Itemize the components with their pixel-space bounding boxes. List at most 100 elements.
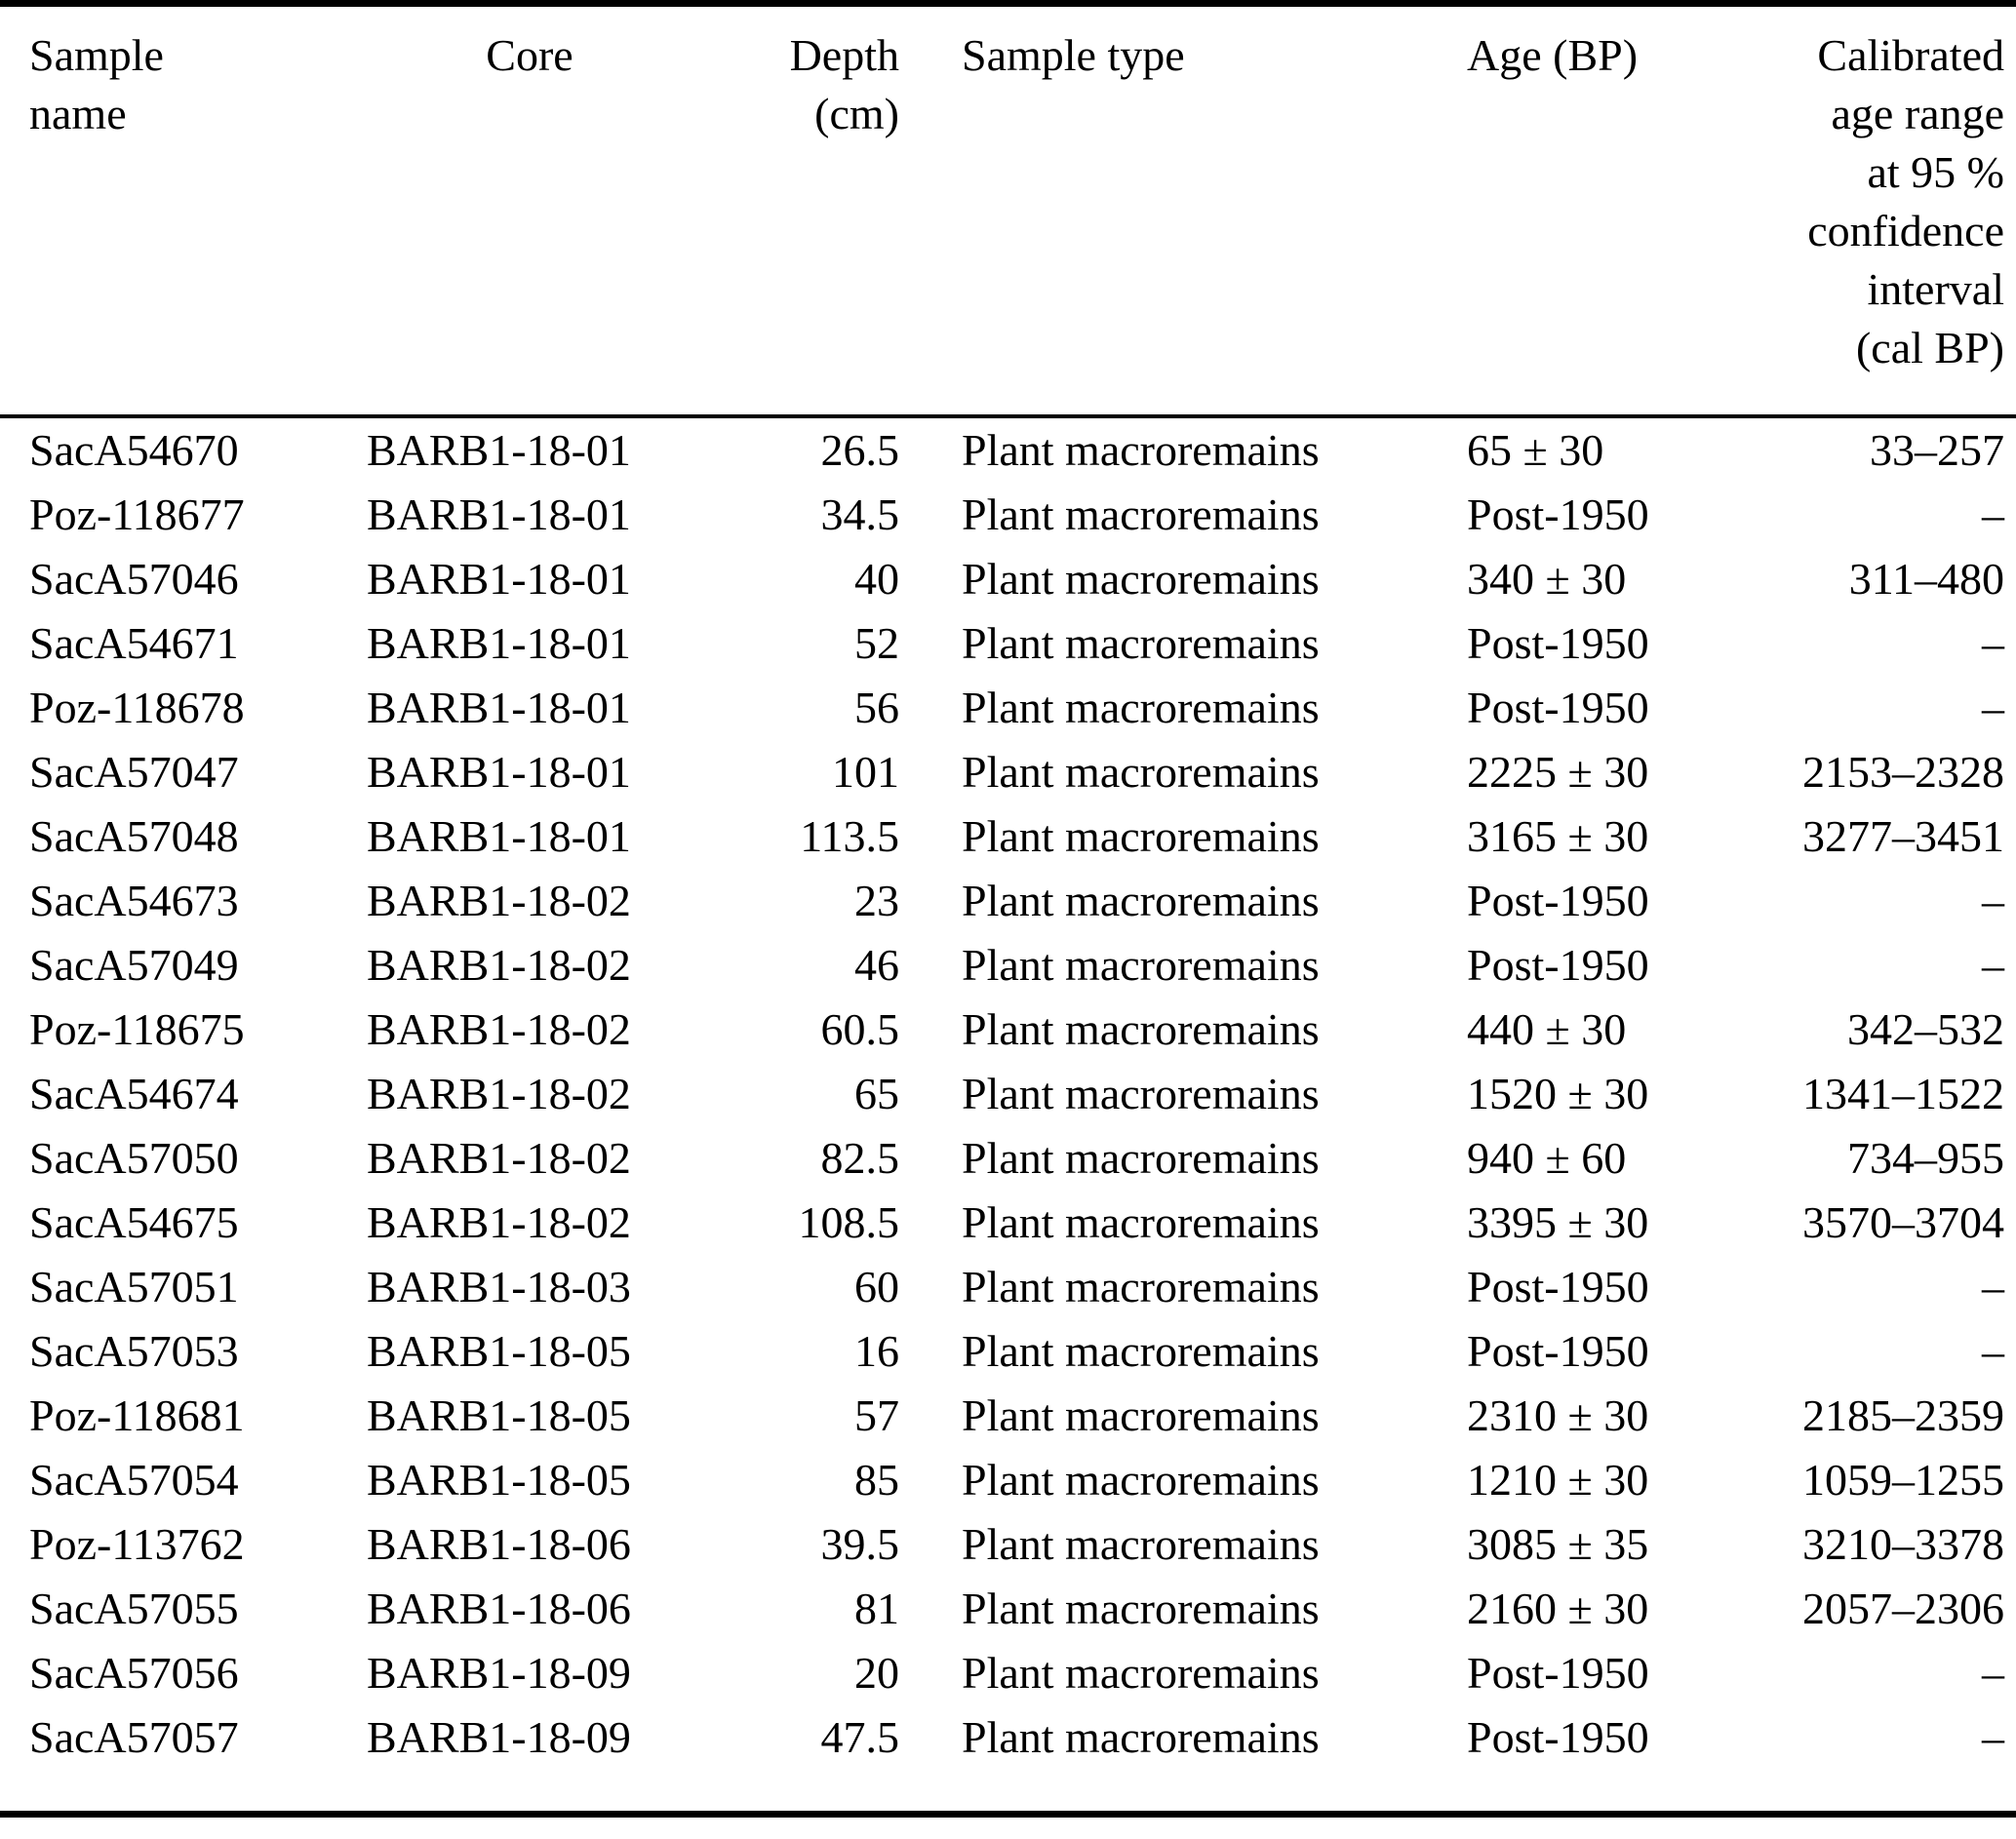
- cell-sample-type: Plant macroremains: [962, 1390, 1320, 1440]
- cell-depth: 82.5: [820, 1133, 900, 1183]
- table-row: SacA57051 BARB1-18-03 60 Plant macrorema…: [0, 1255, 2016, 1319]
- table-row: SacA54670 BARB1-18-01 26.5 Plant macrore…: [0, 416, 2016, 483]
- cell-depth: 23: [854, 876, 899, 925]
- cell-depth: 60: [854, 1262, 899, 1311]
- cell-sample-name: SacA54671: [29, 618, 239, 668]
- cell-sample-type: Plant macroremains: [962, 1519, 1320, 1569]
- cell-age-bp: Post-1950: [1467, 1648, 1649, 1698]
- table-row: Poz-118681 BARB1-18-05 57 Plant macrorem…: [0, 1384, 2016, 1448]
- cell-age-bp: 1210 ± 30: [1467, 1455, 1649, 1505]
- cell-age-bp: Post-1950: [1467, 940, 1649, 990]
- cell-core: BARB1-18-09: [367, 1648, 631, 1698]
- cell-sample-type: Plant macroremains: [962, 1262, 1320, 1311]
- cell-sample-type: Plant macroremains: [962, 1004, 1320, 1054]
- table-row: SacA54674 BARB1-18-02 65 Plant macrorema…: [0, 1062, 2016, 1126]
- cell-age-bp: 2225 ± 30: [1467, 747, 1649, 797]
- cell-depth: 40: [854, 554, 899, 604]
- cell-sample-name: SacA57046: [29, 554, 239, 604]
- cell-calibrated-age-range: 1059–1255: [1802, 1455, 2004, 1505]
- table-row: Poz-118678 BARB1-18-01 56 Plant macrorem…: [0, 676, 2016, 740]
- cell-sample-type: Plant macroremains: [962, 1584, 1320, 1633]
- cell-core: BARB1-18-02: [367, 1197, 631, 1247]
- header-row: Sample name Core Depth (cm) Sample type …: [0, 3, 2016, 418]
- cell-depth: 34.5: [820, 489, 900, 539]
- cell-depth: 20: [854, 1648, 899, 1698]
- cell-core: BARB1-18-01: [367, 425, 631, 475]
- cell-calibrated-age-range: 3277–3451: [1802, 811, 2004, 861]
- table-row: SacA54675 BARB1-18-02 108.5 Plant macror…: [0, 1191, 2016, 1255]
- cell-depth: 39.5: [820, 1519, 900, 1569]
- table-row: SacA57050 BARB1-18-02 82.5 Plant macrore…: [0, 1126, 2016, 1191]
- cell-age-bp: 2310 ± 30: [1467, 1390, 1649, 1440]
- cell-sample-name: SacA57051: [29, 1262, 239, 1311]
- cell-age-bp: Post-1950: [1467, 489, 1649, 539]
- cell-depth: 26.5: [820, 425, 900, 475]
- cell-calibrated-age-range: –: [1982, 618, 2004, 668]
- cell-sample-type: Plant macroremains: [962, 1069, 1320, 1118]
- cell-depth: 57: [854, 1390, 899, 1440]
- table-row: SacA57049 BARB1-18-02 46 Plant macrorema…: [0, 933, 2016, 998]
- cell-calibrated-age-range: –: [1982, 1712, 2004, 1762]
- cell-sample-name: SacA54674: [29, 1069, 239, 1118]
- cell-core: BARB1-18-01: [367, 683, 631, 732]
- cell-core: BARB1-18-01: [367, 618, 631, 668]
- cell-depth: 16: [854, 1326, 899, 1376]
- cell-depth: 47.5: [820, 1712, 900, 1762]
- cell-sample-type: Plant macroremains: [962, 554, 1320, 604]
- cell-sample-type: Plant macroremains: [962, 425, 1320, 475]
- cell-age-bp: 1520 ± 30: [1467, 1069, 1649, 1118]
- cell-core: BARB1-18-01: [367, 811, 631, 861]
- cell-core: BARB1-18-03: [367, 1262, 631, 1311]
- table-row: Poz-118677 BARB1-18-01 34.5 Plant macror…: [0, 483, 2016, 547]
- cell-age-bp: 65 ± 30: [1467, 425, 1604, 475]
- cell-sample-name: SacA57048: [29, 811, 239, 861]
- cell-sample-type: Plant macroremains: [962, 876, 1320, 925]
- cell-sample-name: SacA57053: [29, 1326, 239, 1376]
- cell-sample-type: Plant macroremains: [962, 489, 1320, 539]
- cell-age-bp: Post-1950: [1467, 683, 1649, 732]
- cell-core: BARB1-18-02: [367, 1133, 631, 1183]
- cell-calibrated-age-range: –: [1982, 683, 2004, 732]
- cell-sample-name: SacA54670: [29, 425, 239, 475]
- table-row: Poz-118675 BARB1-18-02 60.5 Plant macror…: [0, 998, 2016, 1062]
- cell-depth: 85: [854, 1455, 899, 1505]
- cell-age-bp: 3395 ± 30: [1467, 1197, 1649, 1247]
- header-calibrated-age-range: Calibrated age range at 95 % confidence …: [1707, 3, 2016, 418]
- cell-depth: 113.5: [800, 811, 899, 861]
- cell-depth: 108.5: [798, 1197, 900, 1247]
- cell-depth: 52: [854, 618, 899, 668]
- table-row: SacA57053 BARB1-18-05 16 Plant macrorema…: [0, 1319, 2016, 1384]
- header-sample-name: Sample name: [0, 3, 337, 418]
- cell-core: BARB1-18-05: [367, 1390, 631, 1440]
- cell-sample-type: Plant macroremains: [962, 811, 1320, 861]
- cell-calibrated-age-range: –: [1982, 1262, 2004, 1311]
- cell-calibrated-age-range: –: [1982, 876, 2004, 925]
- cell-sample-name: SacA54675: [29, 1197, 239, 1247]
- header-sample-type: Sample type: [900, 3, 1466, 418]
- cell-sample-name: Poz-118678: [29, 683, 245, 732]
- cell-core: BARB1-18-02: [367, 876, 631, 925]
- cell-calibrated-age-range: 2153–2328: [1802, 747, 2004, 797]
- cell-calibrated-age-range: 3570–3704: [1802, 1197, 2004, 1247]
- cell-sample-type: Plant macroremains: [962, 618, 1320, 668]
- table-body: SacA54670 BARB1-18-01 26.5 Plant macrore…: [0, 416, 2016, 1815]
- cell-depth: 46: [854, 940, 899, 990]
- cell-age-bp: 940 ± 60: [1467, 1133, 1627, 1183]
- cell-depth: 81: [854, 1584, 899, 1633]
- table-row: SacA54673 BARB1-18-02 23 Plant macrorema…: [0, 869, 2016, 933]
- cell-sample-name: SacA57050: [29, 1133, 239, 1183]
- cell-sample-type: Plant macroremains: [962, 1133, 1320, 1183]
- table-row: Poz-113762 BARB1-18-06 39.5 Plant macror…: [0, 1512, 2016, 1577]
- cell-sample-type: Plant macroremains: [962, 1648, 1320, 1698]
- cell-core: BARB1-18-02: [367, 940, 631, 990]
- cell-sample-name: Poz-118681: [29, 1390, 245, 1440]
- cell-depth: 60.5: [820, 1004, 900, 1054]
- cell-age-bp: 340 ± 30: [1467, 554, 1627, 604]
- cell-core: BARB1-18-09: [367, 1712, 631, 1762]
- cell-age-bp: Post-1950: [1467, 1712, 1649, 1762]
- cell-sample-name: SacA54673: [29, 876, 239, 925]
- cell-age-bp: Post-1950: [1467, 1326, 1649, 1376]
- cell-age-bp: 2160 ± 30: [1467, 1584, 1649, 1633]
- cell-core: BARB1-18-06: [367, 1519, 631, 1569]
- cell-sample-name: SacA57047: [29, 747, 239, 797]
